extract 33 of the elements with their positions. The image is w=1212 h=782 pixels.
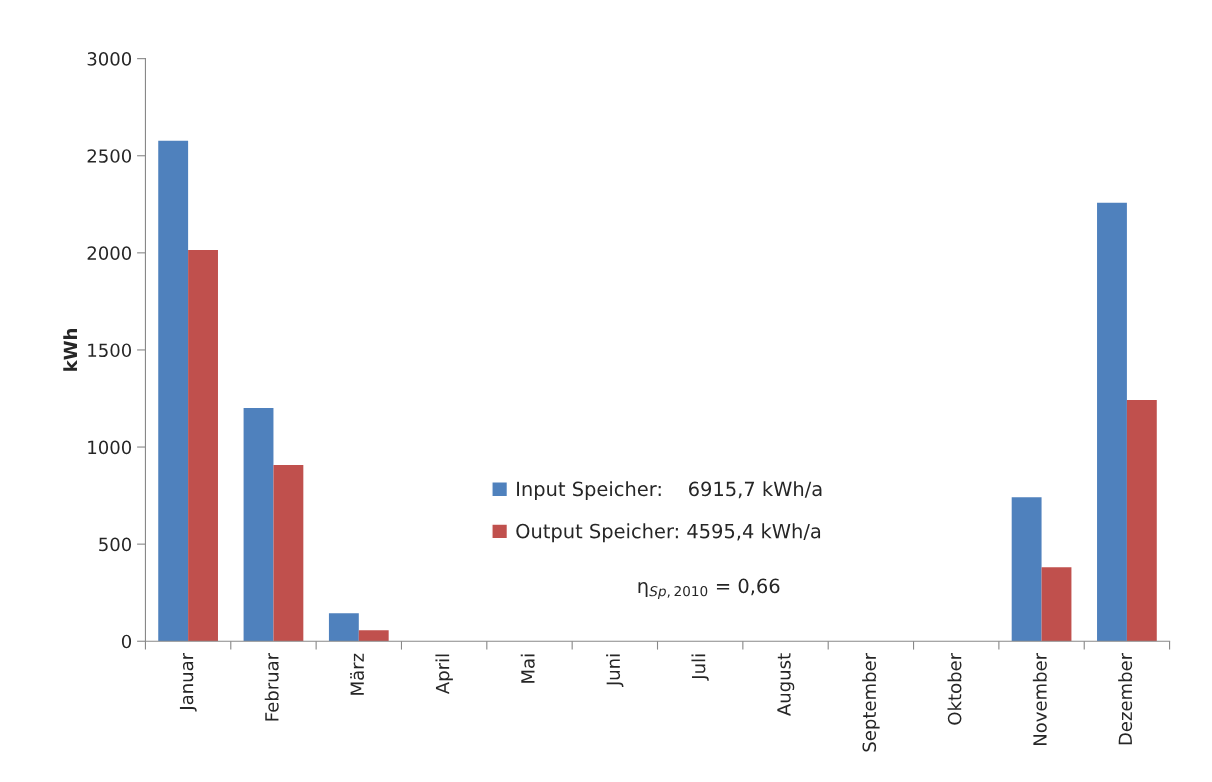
bar — [1011, 497, 1042, 642]
y-tick-label: 500 — [99, 537, 132, 552]
y-tick-label: 3000 — [87, 52, 132, 66]
x-tick-label: Februar — [264, 652, 279, 721]
x-tick-label: März — [350, 653, 365, 695]
annotation: η$_{Sp,2010}$ = 0,66 — [638, 578, 780, 599]
bar — [1097, 202, 1127, 642]
y-tick-label: 0 — [121, 634, 132, 649]
x-tick-label: September — [862, 652, 880, 752]
y-tick-label: 1000 — [88, 440, 132, 455]
x-tick-label: August — [777, 653, 795, 716]
x-tick-label: Juni — [606, 654, 624, 688]
y-tick-label: 2000 — [87, 246, 132, 260]
x-tick-label: Dezember — [1118, 652, 1133, 745]
bar — [188, 249, 218, 642]
bar — [1126, 400, 1157, 642]
bar — [358, 630, 389, 642]
x-tick-label: Juli — [691, 654, 709, 681]
y-tick-label: 1500 — [88, 343, 132, 358]
x-tick-label: April — [435, 654, 453, 695]
bar — [328, 613, 359, 642]
bar — [158, 140, 189, 642]
legend-label: Input Speicher: 6915,7 kWh/a — [517, 481, 822, 501]
x-tick-label: Mai — [520, 654, 535, 683]
legend-label: Output Speicher: 4595,4 kWh/a — [516, 523, 821, 543]
x-tick-label: Januar — [179, 652, 197, 712]
y-tick-label: 2500 — [87, 149, 132, 163]
y-axis-title: kWh — [63, 328, 77, 371]
bar — [1041, 567, 1072, 642]
bar — [243, 408, 274, 642]
x-tick-label: November — [1032, 652, 1047, 746]
bar — [273, 465, 304, 642]
x-tick-label: Oktober — [947, 652, 962, 725]
